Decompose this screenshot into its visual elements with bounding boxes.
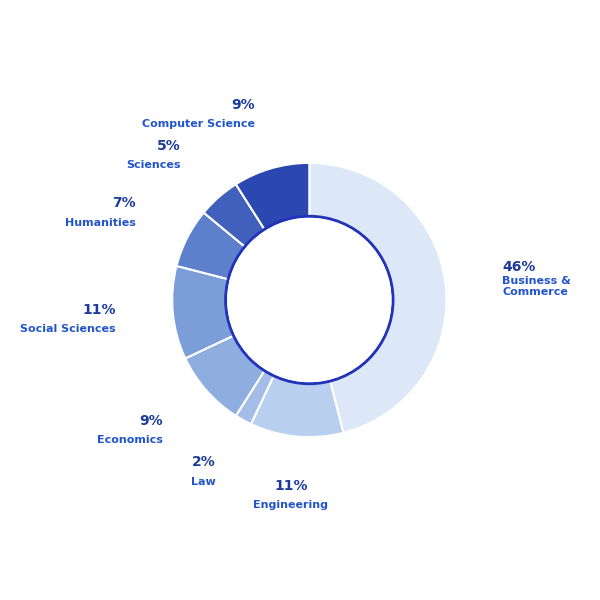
- Text: Humanities: Humanities: [65, 218, 136, 227]
- Wedge shape: [251, 374, 343, 437]
- Text: 46%: 46%: [502, 260, 536, 274]
- Text: 9%: 9%: [140, 413, 163, 428]
- Text: 11%: 11%: [274, 479, 308, 493]
- Wedge shape: [310, 163, 446, 433]
- Text: Social Sciences: Social Sciences: [20, 324, 116, 334]
- Wedge shape: [236, 370, 274, 424]
- Text: Law: Law: [191, 476, 215, 487]
- Text: 5%: 5%: [157, 139, 181, 153]
- Wedge shape: [176, 212, 246, 280]
- Wedge shape: [185, 335, 265, 416]
- Wedge shape: [203, 184, 265, 248]
- Circle shape: [227, 218, 392, 382]
- Text: Computer Science: Computer Science: [142, 119, 255, 129]
- Text: Sciences: Sciences: [126, 160, 181, 170]
- Text: Economics: Economics: [97, 435, 163, 445]
- Wedge shape: [172, 266, 235, 358]
- Text: 9%: 9%: [232, 98, 255, 112]
- Text: 11%: 11%: [82, 303, 116, 317]
- Text: 2%: 2%: [192, 455, 215, 469]
- Text: 7%: 7%: [112, 196, 136, 211]
- Text: Engineering: Engineering: [253, 500, 328, 510]
- Text: Business &
Commerce: Business & Commerce: [502, 276, 571, 298]
- Wedge shape: [236, 163, 310, 230]
